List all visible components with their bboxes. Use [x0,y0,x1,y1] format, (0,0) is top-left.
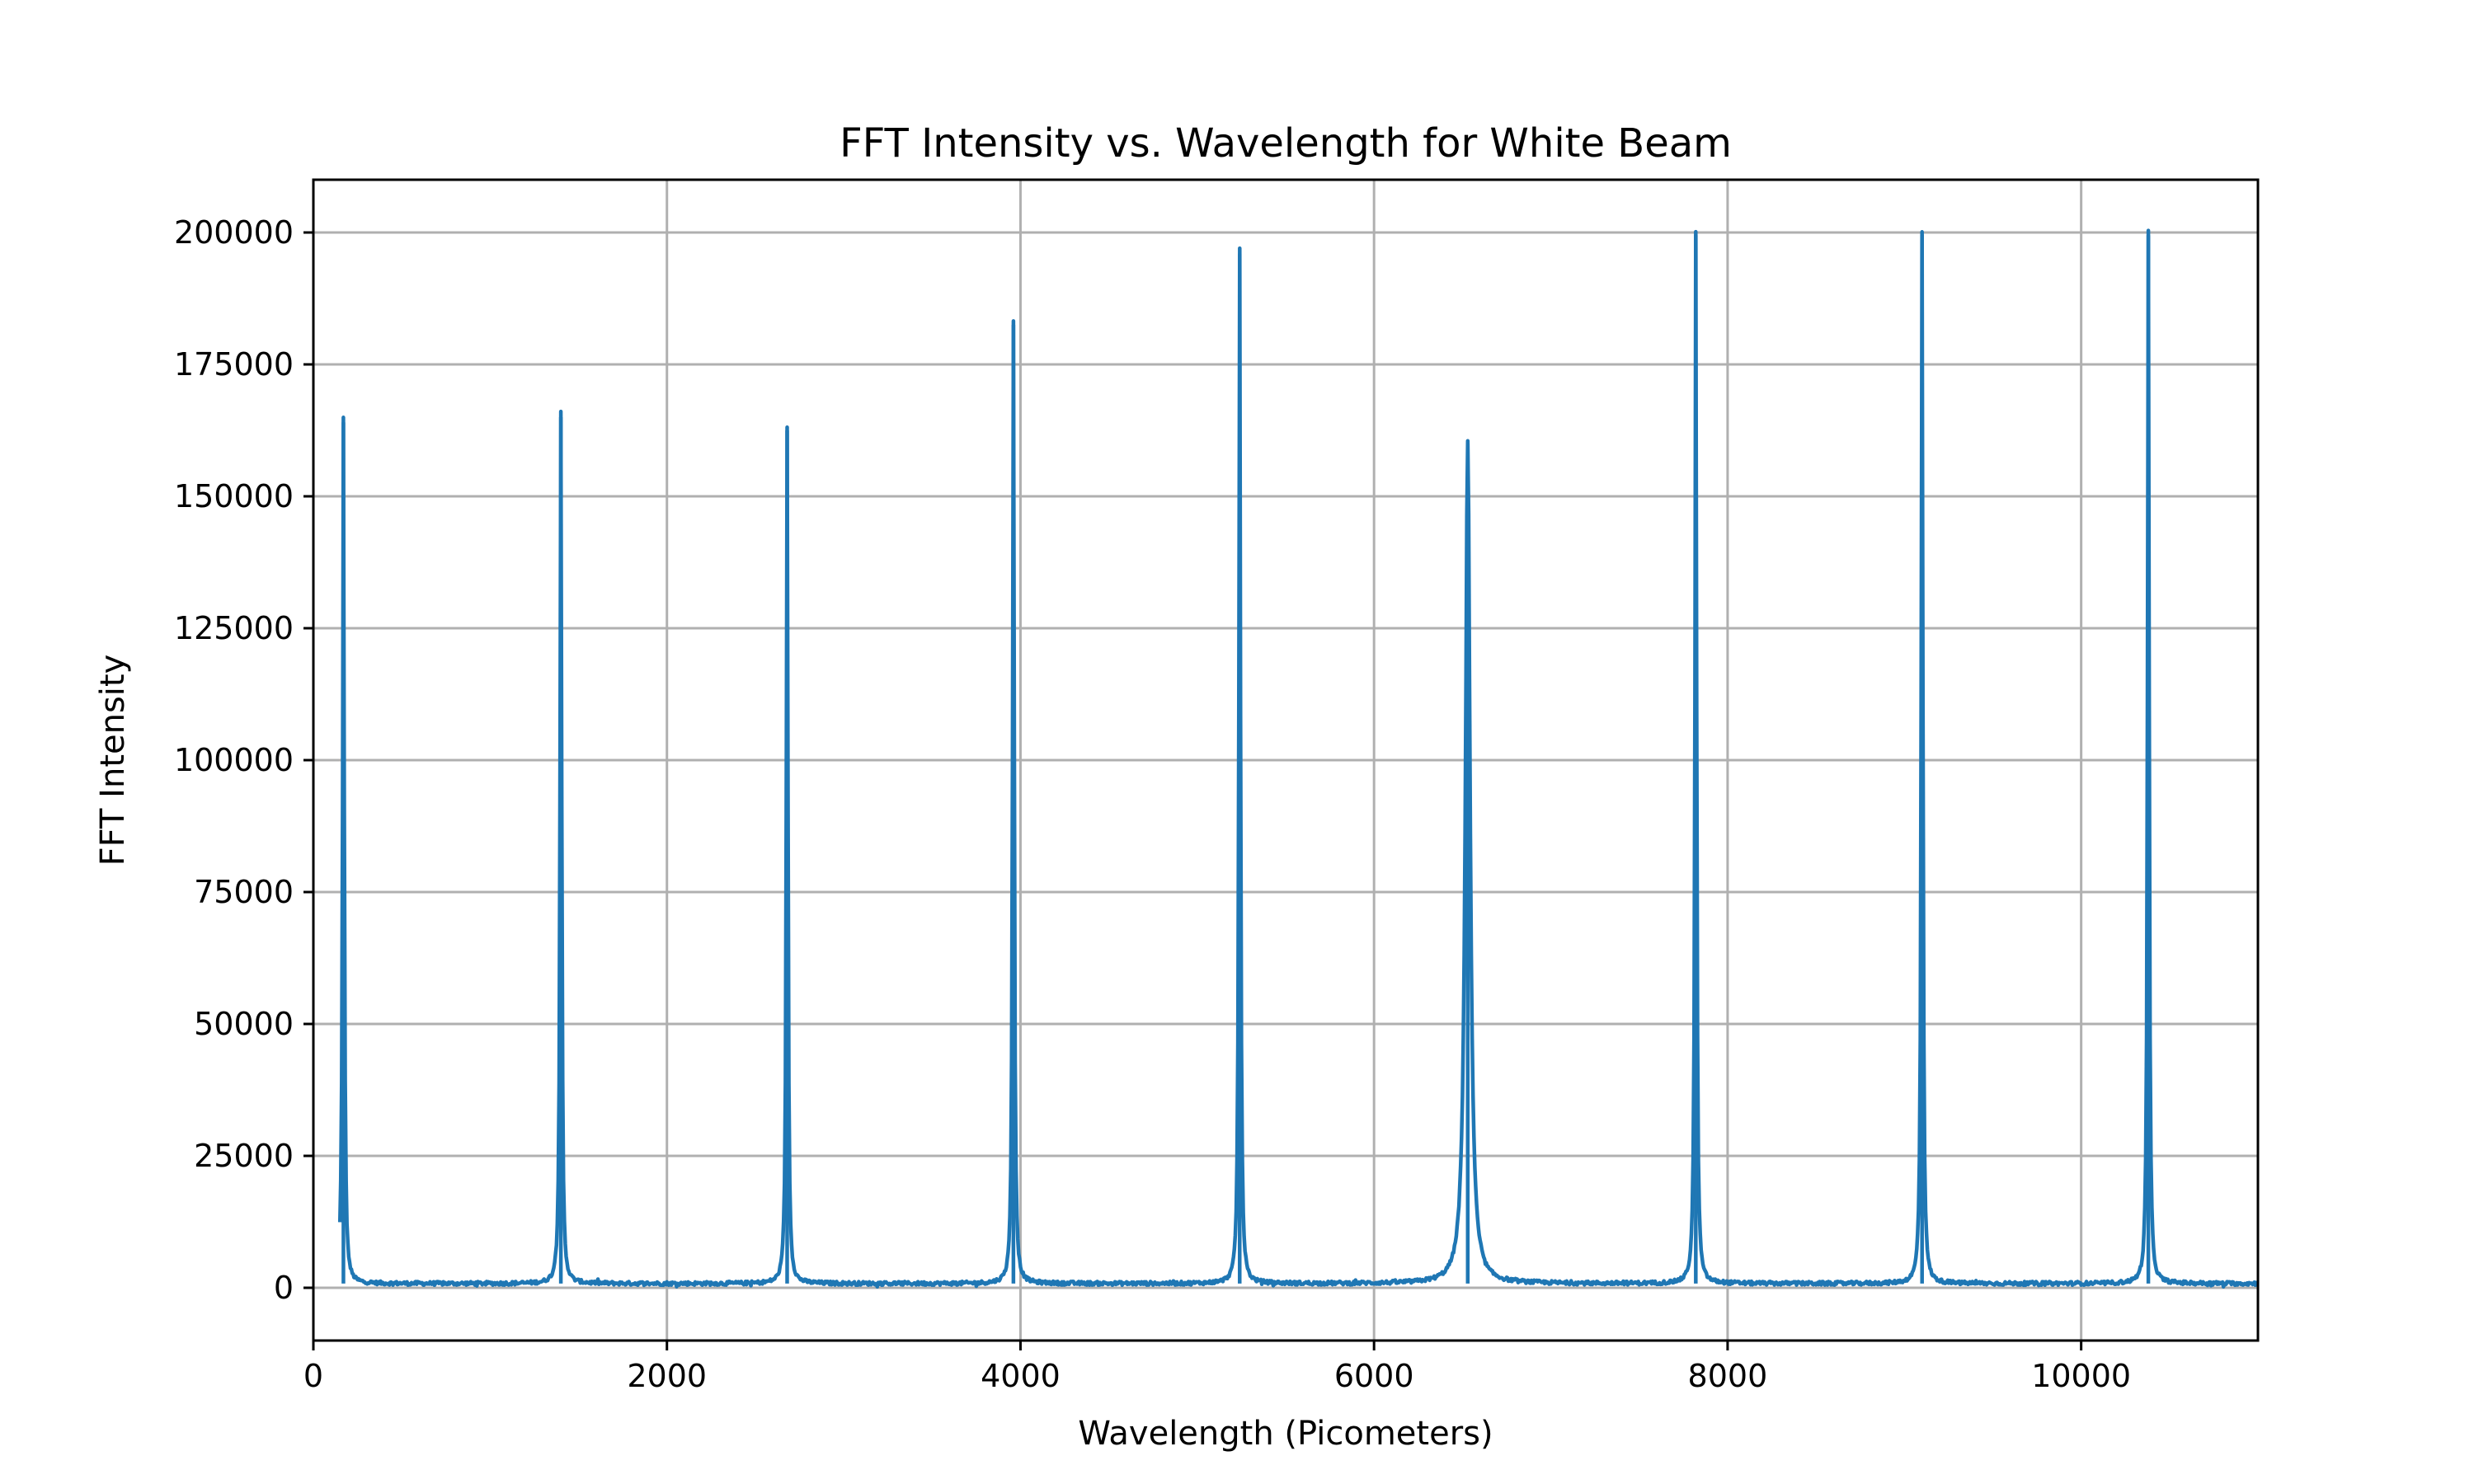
y-tick-label: 125000 [174,610,294,646]
x-tick-label: 2000 [627,1358,707,1394]
x-tick-label: 4000 [981,1358,1061,1394]
x-axis-label: Wavelength (Picometers) [1078,1415,1493,1453]
chart-title: FFT Intensity vs. Wavelength for White B… [840,120,1732,167]
y-tick-label: 175000 [174,346,294,383]
x-tick-label: 8000 [1688,1358,1768,1394]
peak-markers [341,235,2151,1284]
axis-ticks: 0 2000 4000 6000 8000 10000025000500007500010… [174,214,2131,1394]
grid-lines [312,180,2258,1341]
y-tick-label: 50000 [194,1006,294,1042]
y-tick-label: 150000 [174,478,294,514]
x-tick-label: 10000 [2031,1358,2131,1394]
y-tick-label: 25000 [194,1138,294,1174]
y-tick-label: 100000 [174,742,294,778]
x-tick-label: 6000 [1334,1358,1414,1394]
series-line-fft-intensity [337,228,2260,1289]
y-tick-label: 200000 [174,214,294,251]
y-tick-label: 0 [274,1270,294,1306]
y-tick-label: 75000 [194,874,294,910]
x-tick-label: 0 [303,1358,323,1394]
y-axis-label: FFT Intensity [94,655,132,866]
